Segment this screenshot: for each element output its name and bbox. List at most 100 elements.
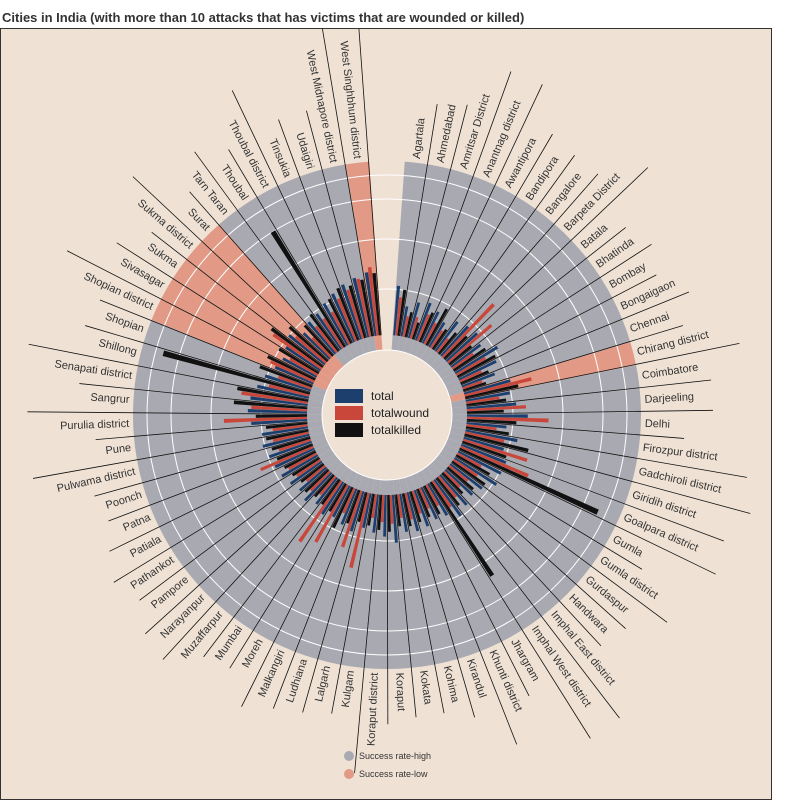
bar-total-bandipora xyxy=(428,321,446,348)
bar-total-thoubal-district xyxy=(322,302,349,346)
bar-totalkilled-senapati-district xyxy=(237,386,309,402)
bar-totalwound-bandipora xyxy=(430,330,444,349)
bar-total-shopian xyxy=(264,374,312,392)
bar-totalkilled-awantipora xyxy=(425,308,449,346)
bar-total-anantnag-district xyxy=(414,302,432,341)
bar-totalkilled-darjeeling xyxy=(466,409,504,414)
bar-totalkilled-west-midnapore-district xyxy=(360,279,374,337)
bar-total-ahmedabad xyxy=(400,306,409,337)
separator-malkangiri xyxy=(241,486,352,707)
separator-chirang-district xyxy=(465,342,740,400)
bar-total-gumla-district xyxy=(453,457,498,486)
bar-total-mumbai xyxy=(321,481,345,515)
label-kokata: Kokata xyxy=(417,670,434,706)
separator-shopian xyxy=(99,299,313,386)
bar-total-tarn-taran xyxy=(307,321,337,355)
bar-total-chennai xyxy=(461,372,496,388)
bar-total-delhi xyxy=(466,414,528,418)
bar-totalwound-moreh xyxy=(314,484,349,543)
separator-mumbai xyxy=(203,478,339,658)
bar-total-giridih-district xyxy=(463,436,505,451)
bar-totalkilled-handwara xyxy=(441,471,464,495)
separator-senapati-district xyxy=(28,343,309,400)
sector-firozpur-district xyxy=(451,420,641,460)
sector-handwara xyxy=(431,458,576,602)
bar-totalkilled-koraput-district xyxy=(377,494,383,530)
bar-totalkilled-udaigiri xyxy=(348,285,367,339)
bar-total-shopian-district xyxy=(274,365,314,385)
bar-total-handwara xyxy=(444,468,474,496)
bar-totalwound-tarn-taran xyxy=(314,325,338,354)
separator-bongaigaon xyxy=(460,291,690,386)
bar-totalwound-malkangiri xyxy=(342,487,356,514)
bar-totalkilled-kohima xyxy=(402,493,412,527)
legend-label-totalkilled: totalkilled xyxy=(371,423,421,437)
separator-west-midnapore-district xyxy=(322,29,375,337)
bar-totalkilled-pune xyxy=(265,422,308,429)
bar-totalwound-darjeeling xyxy=(466,405,527,412)
bar-totalkilled-thoubal-district xyxy=(327,298,353,344)
separator-tinsukia xyxy=(278,119,360,341)
separator-bangalore xyxy=(439,173,599,356)
separator-kokata xyxy=(394,494,417,718)
separator-bombay xyxy=(457,274,657,379)
sector-imphal-east-district xyxy=(426,462,560,617)
bar-totalwound-jhargram xyxy=(425,484,440,507)
bar-totalkilled-sivasagar xyxy=(278,347,320,375)
separator-barpeta-district xyxy=(444,167,649,361)
separator-sukma-district xyxy=(132,176,329,361)
bar-totalwound-handwara xyxy=(443,470,461,488)
bar-totalwound-ludhiana xyxy=(340,490,363,548)
separator-koraput-district xyxy=(354,494,381,774)
bar-total-pune xyxy=(261,426,309,437)
bar-totalkilled-narayanpur xyxy=(304,469,330,493)
bar-totalkilled-ahmedabad xyxy=(404,312,413,338)
bar-totalwound-gadchiroli-district xyxy=(464,431,505,443)
sector-bandipora xyxy=(420,196,537,363)
bar-total-awantipora xyxy=(421,311,440,344)
bar-totalwound-gurdaspur xyxy=(448,464,469,482)
bar-totalwound-sivasagar xyxy=(289,357,319,376)
bar-totalwound-senapati-district xyxy=(241,391,309,404)
bar-totalwound-ahmedabad xyxy=(402,316,410,337)
sector-bangalore xyxy=(425,209,555,367)
separator-ahmedabad xyxy=(406,104,468,338)
bar-total-sukma xyxy=(285,346,322,372)
bar-totalwound-bhatinda xyxy=(451,352,474,370)
separator-bandipora xyxy=(433,155,575,351)
bar-totalkilled-barpeta-district xyxy=(443,335,468,360)
bar-total-senapati-district xyxy=(250,396,308,407)
bar-totalkilled-imphal-west-district xyxy=(430,481,495,577)
bar-totalkilled-purulia-district xyxy=(255,414,308,418)
separator-moreh xyxy=(229,482,346,669)
bar-total-malkangiri xyxy=(340,488,358,525)
bar-totalwound-imphal-east-district xyxy=(437,475,457,498)
bar-totalkilled-chennai xyxy=(462,381,487,392)
bar-totalkilled-firozpur-district xyxy=(465,426,509,436)
bars xyxy=(162,230,599,577)
sector-gurdaspur xyxy=(435,453,591,585)
separator-kirandul xyxy=(408,491,476,718)
bar-totalwound-tinsukia xyxy=(336,297,357,342)
bar-totalkilled-tarn-taran xyxy=(309,313,340,352)
label-purulia-district: Purulia district xyxy=(60,418,129,432)
bar-totalkilled-mumbai xyxy=(320,479,341,505)
bar-totalwound-pune xyxy=(272,424,308,432)
bar-total-surat xyxy=(302,332,331,360)
bar-total-amritsar-district xyxy=(407,302,421,339)
gridlines xyxy=(27,29,751,774)
separator-gumla-district xyxy=(451,462,668,623)
separator-batala xyxy=(449,227,626,366)
bar-total-sivasagar xyxy=(282,357,318,378)
success-legend-dot-0 xyxy=(344,751,354,761)
bar-totalkilled-kirandul xyxy=(409,491,422,523)
separator-tarn-taran xyxy=(194,151,341,351)
separator-sangrur xyxy=(79,383,308,408)
bar-totalkilled-gurdaspur xyxy=(446,466,474,491)
bar-total-gadchiroli-district xyxy=(465,429,518,443)
bar-total-udaigiri xyxy=(340,284,363,340)
separator-surat xyxy=(189,191,335,356)
separator-jhargram xyxy=(422,486,530,697)
bar-totalwound-firozpur-district xyxy=(466,424,497,431)
bar-totalkilled-ludhiana xyxy=(346,489,361,524)
